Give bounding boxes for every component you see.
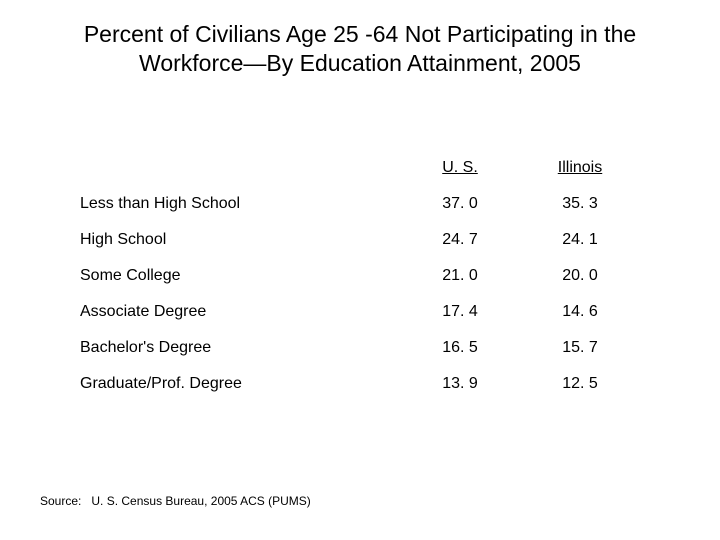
col-header-illinois: Illinois <box>520 150 640 186</box>
table-row: High School 24. 7 24. 1 <box>80 222 640 258</box>
data-table: U. S. Illinois Less than High School 37.… <box>80 150 640 402</box>
row-us: 16. 5 <box>400 330 520 366</box>
row-il: 12. 5 <box>520 366 640 402</box>
table-row: Graduate/Prof. Degree 13. 9 12. 5 <box>80 366 640 402</box>
row-label: Bachelor's Degree <box>80 330 400 366</box>
row-us: 24. 7 <box>400 222 520 258</box>
slide: Percent of Civilians Age 25 -64 Not Part… <box>0 0 720 540</box>
row-il: 14. 6 <box>520 294 640 330</box>
table-row: Some College 21. 0 20. 0 <box>80 258 640 294</box>
row-il: 24. 1 <box>520 222 640 258</box>
source-text: U. S. Census Bureau, 2005 ACS (PUMS) <box>91 494 310 508</box>
row-us: 37. 0 <box>400 186 520 222</box>
table-row: Associate Degree 17. 4 14. 6 <box>80 294 640 330</box>
row-label: Associate Degree <box>80 294 400 330</box>
row-us: 17. 4 <box>400 294 520 330</box>
row-us: 13. 9 <box>400 366 520 402</box>
row-il: 35. 3 <box>520 186 640 222</box>
row-label: High School <box>80 222 400 258</box>
table-header-row: U. S. Illinois <box>80 150 640 186</box>
row-us: 21. 0 <box>400 258 520 294</box>
row-label: Less than High School <box>80 186 400 222</box>
source-citation: Source: U. S. Census Bureau, 2005 ACS (P… <box>40 494 311 508</box>
row-il: 15. 7 <box>520 330 640 366</box>
row-label: Graduate/Prof. Degree <box>80 366 400 402</box>
table-row: Less than High School 37. 0 35. 3 <box>80 186 640 222</box>
col-header-blank <box>80 150 400 186</box>
slide-title: Percent of Civilians Age 25 -64 Not Part… <box>60 20 660 78</box>
row-il: 20. 0 <box>520 258 640 294</box>
source-label: Source: <box>40 494 81 508</box>
table-row: Bachelor's Degree 16. 5 15. 7 <box>80 330 640 366</box>
col-header-us: U. S. <box>400 150 520 186</box>
row-label: Some College <box>80 258 400 294</box>
